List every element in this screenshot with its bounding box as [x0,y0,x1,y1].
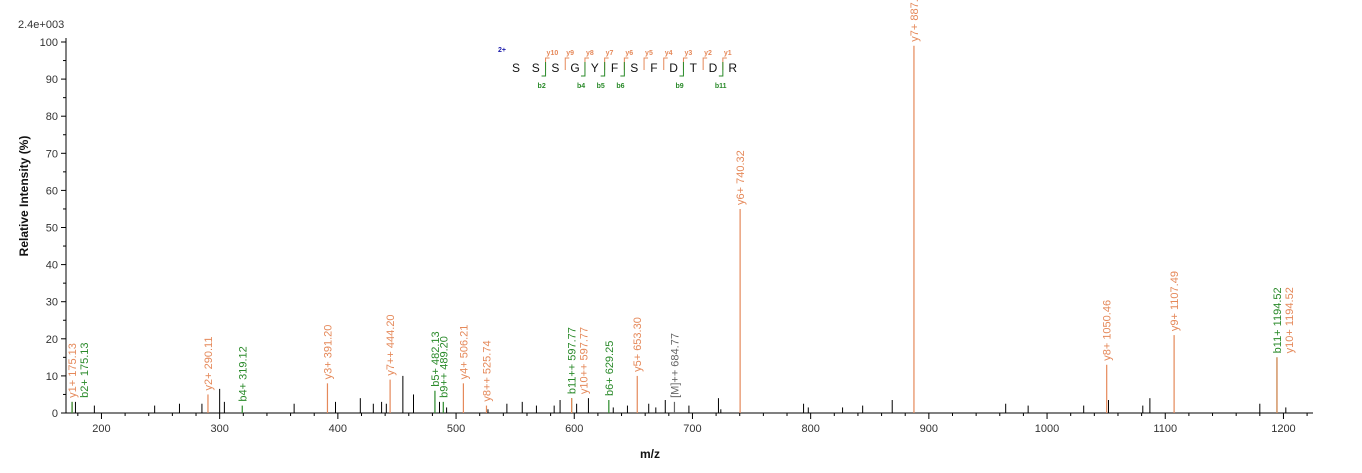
x-tick-label: 500 [447,423,465,435]
b-cleavage-mark [541,62,547,77]
peak-label: y9+ 1107.49 [1169,271,1181,331]
y-tick-label: 30 [46,297,58,309]
sequence-residue: S [532,61,540,75]
x-tick-label: 1000 [1035,423,1059,435]
x-tick-label: 1200 [1271,423,1295,435]
x-tick-label: 800 [801,423,819,435]
y-cleavage-mark [702,57,708,70]
y-cleavage-mark [623,57,629,70]
peak-label: b11+ 1194.52 [1272,287,1284,353]
charge-label: 2+ [498,47,506,54]
noise-peaks [74,375,1287,413]
peak-label: b11++ 597.77 [567,327,579,394]
y-tick-label: 60 [46,185,58,197]
b-ion-label: b9 [675,83,683,90]
b-ion-label: b6 [616,83,624,90]
b-ion-label: b5 [597,83,605,90]
y-ion-label: y1 [724,50,732,57]
intensity-scale-label: 2.4e+003 [18,19,64,31]
y-tick-label: 100 [40,37,58,49]
peak-label: y1+ 175.13 [67,343,79,398]
y-ion-label: y2 [704,50,712,57]
b-cleavage-mark [718,62,724,77]
peak-label: b5+ 482.13 [430,331,442,386]
y-ion-label: y5 [645,50,653,57]
peak-label: y10++ 597.77 [579,327,591,394]
plot-frame [65,38,1313,414]
y-ion-label: y7 [606,50,614,57]
annotated-peaks [71,45,1278,413]
sequence-residue: F [611,61,618,75]
b-cleavage-mark [679,62,684,77]
y-ion-label: y3 [684,50,692,57]
x-tick-label: 600 [565,423,583,435]
y-cleavage-mark [663,57,668,70]
sequence-residue: S [630,61,638,75]
axis-ticks: 0 10 20 30 40 50 60 70 80 90 100 200 300 400 500 600 700… [40,37,1308,435]
x-tick-label: 300 [210,423,228,435]
peak-label: y8++ 525.74 [481,340,493,401]
y-tick-label: 40 [46,260,58,272]
y-tick-label: 50 [46,223,58,235]
peak-label: y5+ 653.30 [632,317,644,372]
b-cleavage-mark [600,62,606,77]
x-tick-label: 200 [92,423,110,435]
y-tick-label: 80 [46,111,58,123]
peak-label: [M]++ 684.77 [669,333,681,398]
peak-label: y7+ 887.39 [909,0,921,42]
x-tick-label: 700 [683,423,701,435]
peak-label: y2+ 290.11 [203,337,215,391]
b-ion-label: b4 [577,83,585,90]
y-ion-label: y9 [566,50,574,57]
peak-label: y10+ 1194.52 [1284,287,1296,353]
sequence-residue: F [650,61,657,75]
y-cleavage-mark [545,57,550,70]
peak-label: y4+ 506.21 [458,325,470,380]
y-ion-label: y4 [665,50,673,57]
y-tick-label: 0 [52,408,58,420]
peak-label: y3+ 391.20 [322,325,334,380]
b-ion-label: b11 [715,83,727,90]
peak-label: b4+ 319.12 [237,346,249,401]
sequence-residue: D [709,61,718,75]
x-tick-label: 900 [920,423,938,435]
y-axis-title: Relative Intensity (%) [17,136,31,257]
y-ion-label: y8 [586,50,594,57]
y-cleavage-mark [643,57,649,70]
y-cleavage-mark [722,57,727,70]
sequence-residue: Y [591,61,599,75]
peak-label: b2+ 175.13 [79,342,91,397]
y-ion-label: y6 [625,50,633,57]
peak-label: y8+ 1050.46 [1102,300,1114,361]
b-ion-label: b2 [538,83,546,90]
y-cleavage-mark [564,57,570,70]
b-cleavage-mark [620,62,625,77]
sequence-residue: S [512,61,520,75]
y-tick-label: 20 [46,334,58,346]
sequence-residue: T [690,61,698,75]
y-cleavage-mark [584,57,589,70]
y-cleavage-mark [682,57,688,70]
sequence-residue: S [551,61,559,75]
peak-label: b9++ 489.20 [438,336,450,398]
y-cleavage-mark [604,57,609,70]
y-tick-label: 10 [46,371,58,383]
peak-labels: y1+ 175.13 b2+ 175.13 y2+ 290.11 b4+ 319.12… [67,0,1296,402]
peak-label: y6+ 740.32 [735,150,747,205]
peak-label: y7++ 444.20 [385,314,397,375]
x-tick-label: 1100 [1153,423,1177,435]
peak-label: b6+ 629.25 [604,341,616,396]
x-axis-title: m/z [640,447,660,461]
sequence-residue: D [669,61,678,75]
y-ion-label: y10 [547,50,559,57]
sequence-residue: R [728,61,737,75]
x-tick-label: 400 [329,423,347,435]
sequence-residue: G [570,61,579,75]
y-tick-label: 70 [46,148,58,160]
b-cleavage-mark [580,62,586,77]
y-tick-label: 90 [46,74,58,86]
